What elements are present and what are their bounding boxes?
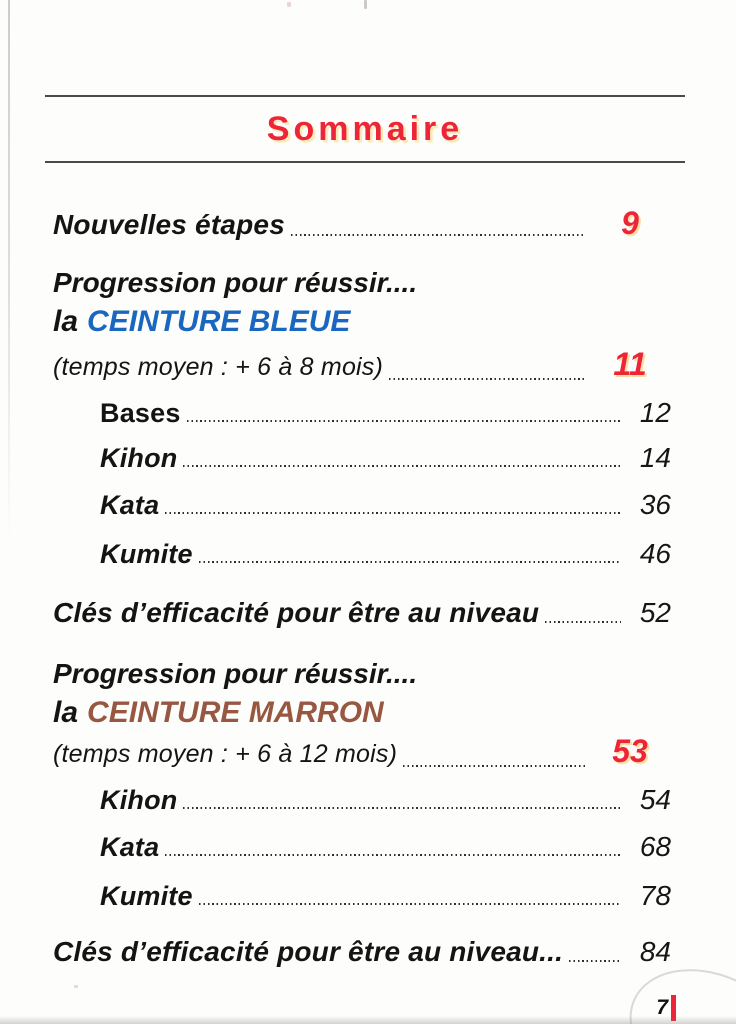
chapter-belt-line: la CEINTURE MARRON bbox=[53, 694, 685, 731]
entry-label: Kata bbox=[100, 490, 160, 520]
dot-leader bbox=[569, 960, 621, 962]
entry-page-number: 36 bbox=[639, 489, 671, 520]
toc-header: Sommaire bbox=[45, 95, 685, 163]
table-of-contents: Nouvelles étapes 9 Progression pour réus… bbox=[53, 203, 685, 969]
toc-entry-kihon-marron: Kihon 54 bbox=[53, 784, 685, 816]
chapter-intro: Progression pour réussir.... bbox=[53, 658, 418, 689]
scan-speck bbox=[364, 0, 367, 9]
entry-page-number: 52 bbox=[639, 597, 671, 628]
entry-label: Kihon bbox=[100, 443, 178, 473]
belt-name-bleue: CEINTURE BLEUE bbox=[87, 305, 351, 338]
scan-edge-artifact bbox=[8, 0, 10, 540]
entry-page-number: 11 bbox=[613, 346, 647, 382]
dot-leader bbox=[186, 420, 621, 422]
entry-label: Kumite bbox=[100, 881, 193, 911]
entry-label: Kihon bbox=[100, 785, 178, 815]
dot-leader bbox=[183, 807, 621, 809]
toc-entry-cles-efficacite-marron: Clés d’efficacité pour être au niveau...… bbox=[53, 934, 685, 969]
toc-entry-nouvelles-etapes: Nouvelles étapes 9 bbox=[53, 203, 685, 243]
dot-leader bbox=[403, 765, 585, 767]
entry-page-number: 68 bbox=[639, 831, 671, 862]
entry-page-number: 12 bbox=[639, 397, 671, 428]
entry-label: Clés d’efficacité pour être au niveau... bbox=[53, 936, 564, 967]
entry-page-number: 54 bbox=[639, 784, 671, 815]
page-title: Sommaire bbox=[266, 110, 464, 148]
header-rule-bottom bbox=[45, 161, 685, 163]
toc-entry-kata-marron: Kata 68 bbox=[53, 831, 685, 863]
toc-entry-bases: Bases 12 bbox=[53, 397, 685, 429]
entry-page-number: 46 bbox=[639, 538, 671, 569]
toc-entry-kumite-bleue: Kumite 46 bbox=[53, 538, 685, 570]
page-marker-bar bbox=[671, 995, 676, 1021]
entry-page-number: 84 bbox=[639, 936, 671, 967]
header-rule-top bbox=[45, 95, 685, 97]
scan-speck bbox=[287, 2, 291, 7]
toc-entry-cles-efficacite-bleue: Clés d’efficacité pour être au niveau 52 bbox=[53, 595, 685, 630]
dot-leader bbox=[183, 465, 621, 467]
chapter-belt-line: la CEINTURE BLEUE bbox=[53, 303, 685, 340]
entry-page-number: 14 bbox=[639, 442, 671, 473]
entry-label: Kumite bbox=[100, 539, 193, 569]
dot-leader bbox=[545, 621, 621, 623]
toc-entry-kumite-marron: Kumite 78 bbox=[53, 880, 685, 912]
dot-leader bbox=[198, 561, 621, 563]
toc-entry-kihon-bleue: Kihon 14 bbox=[53, 442, 685, 474]
belt-article: la bbox=[53, 305, 79, 338]
page-footer: 7 bbox=[656, 995, 676, 1022]
entry-label: (temps moyen : + 6 à 12 mois) bbox=[53, 740, 398, 768]
scan-bottom-shadow bbox=[0, 1016, 736, 1024]
dot-leader bbox=[165, 512, 621, 514]
entry-label: Kata bbox=[100, 832, 160, 862]
dot-leader bbox=[290, 234, 585, 236]
belt-name-marron: CEINTURE MARRON bbox=[87, 696, 384, 729]
entry-label: (temps moyen : + 6 à 8 mois) bbox=[53, 353, 384, 381]
dot-leader bbox=[198, 903, 621, 905]
entry-page-number: 53 bbox=[612, 733, 648, 769]
entry-label: Bases bbox=[100, 398, 181, 428]
toc-entry-ceinture-marron-timing: (temps moyen : + 6 à 12 mois) 53 bbox=[53, 731, 685, 774]
dot-leader bbox=[389, 378, 585, 380]
toc-entry-ceinture-bleue-timing: (temps moyen : + 6 à 8 mois) 11 bbox=[53, 344, 685, 387]
entry-page-number: 9 bbox=[621, 205, 639, 241]
entry-page-number: 78 bbox=[639, 880, 671, 911]
page-number: 7 bbox=[656, 996, 668, 1019]
entry-label: Clés d’efficacité pour être au niveau bbox=[53, 597, 540, 628]
scan-speck bbox=[74, 985, 78, 988]
toc-entry-kata-bleue: Kata 36 bbox=[53, 489, 685, 521]
belt-article: la bbox=[53, 696, 79, 729]
chapter-intro: Progression pour réussir.... bbox=[53, 267, 418, 298]
dot-leader bbox=[165, 854, 621, 856]
entry-label: Nouvelles étapes bbox=[53, 209, 285, 240]
